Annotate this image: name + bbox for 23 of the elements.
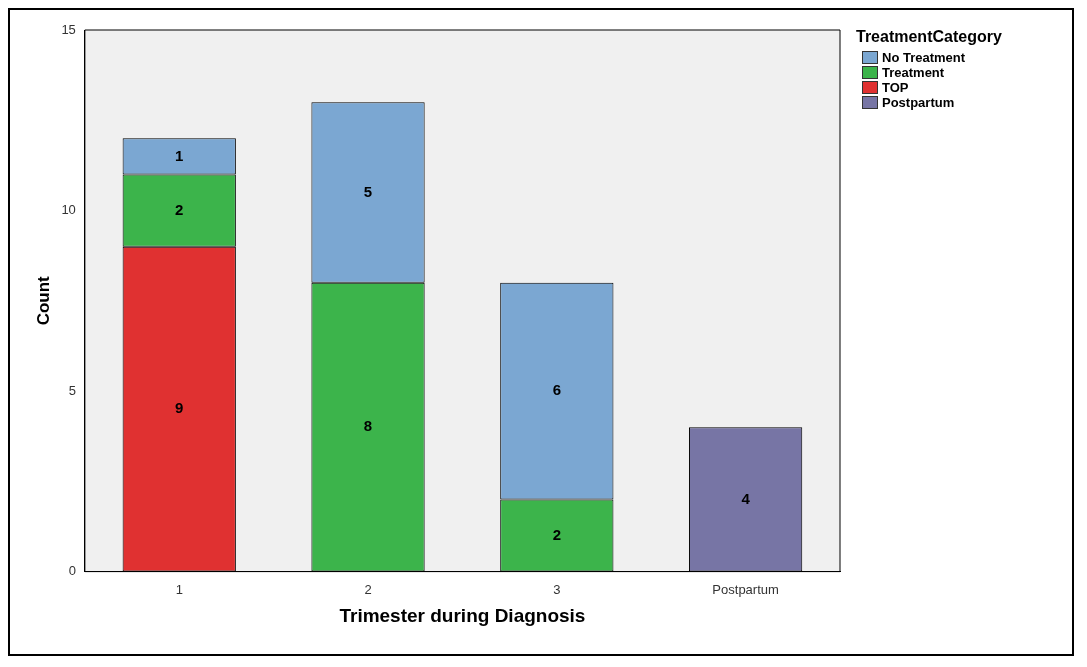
data-label: 2 xyxy=(552,525,561,543)
x-tick-label: Postpartum xyxy=(712,581,779,597)
y-tick-label: 10 xyxy=(61,202,76,218)
data-label: 8 xyxy=(363,417,373,435)
y-tick-label: 0 xyxy=(68,563,76,579)
data-label: 6 xyxy=(552,381,561,399)
legend-label: Postpartum xyxy=(882,95,955,110)
y-tick-label: 5 xyxy=(68,382,76,398)
x-tick-label: 1 xyxy=(175,581,183,597)
data-label: 2 xyxy=(175,200,184,218)
legend-label: TOP xyxy=(882,80,909,95)
legend-label: Treatment xyxy=(882,65,945,80)
x-tick-label: 2 xyxy=(364,581,372,597)
y-tick-label: 15 xyxy=(61,21,76,37)
data-label: 5 xyxy=(363,182,373,200)
data-label: 1 xyxy=(175,146,184,164)
data-label: 4 xyxy=(741,489,751,507)
x-axis-title: Trimester during Diagnosis xyxy=(339,604,586,626)
legend-label: No Treatment xyxy=(882,50,966,65)
legend-title: TreatmentCategory xyxy=(856,28,1002,46)
y-axis-title: Count xyxy=(33,275,53,326)
data-label: 9 xyxy=(175,399,184,417)
x-tick-label: 3 xyxy=(553,581,561,597)
